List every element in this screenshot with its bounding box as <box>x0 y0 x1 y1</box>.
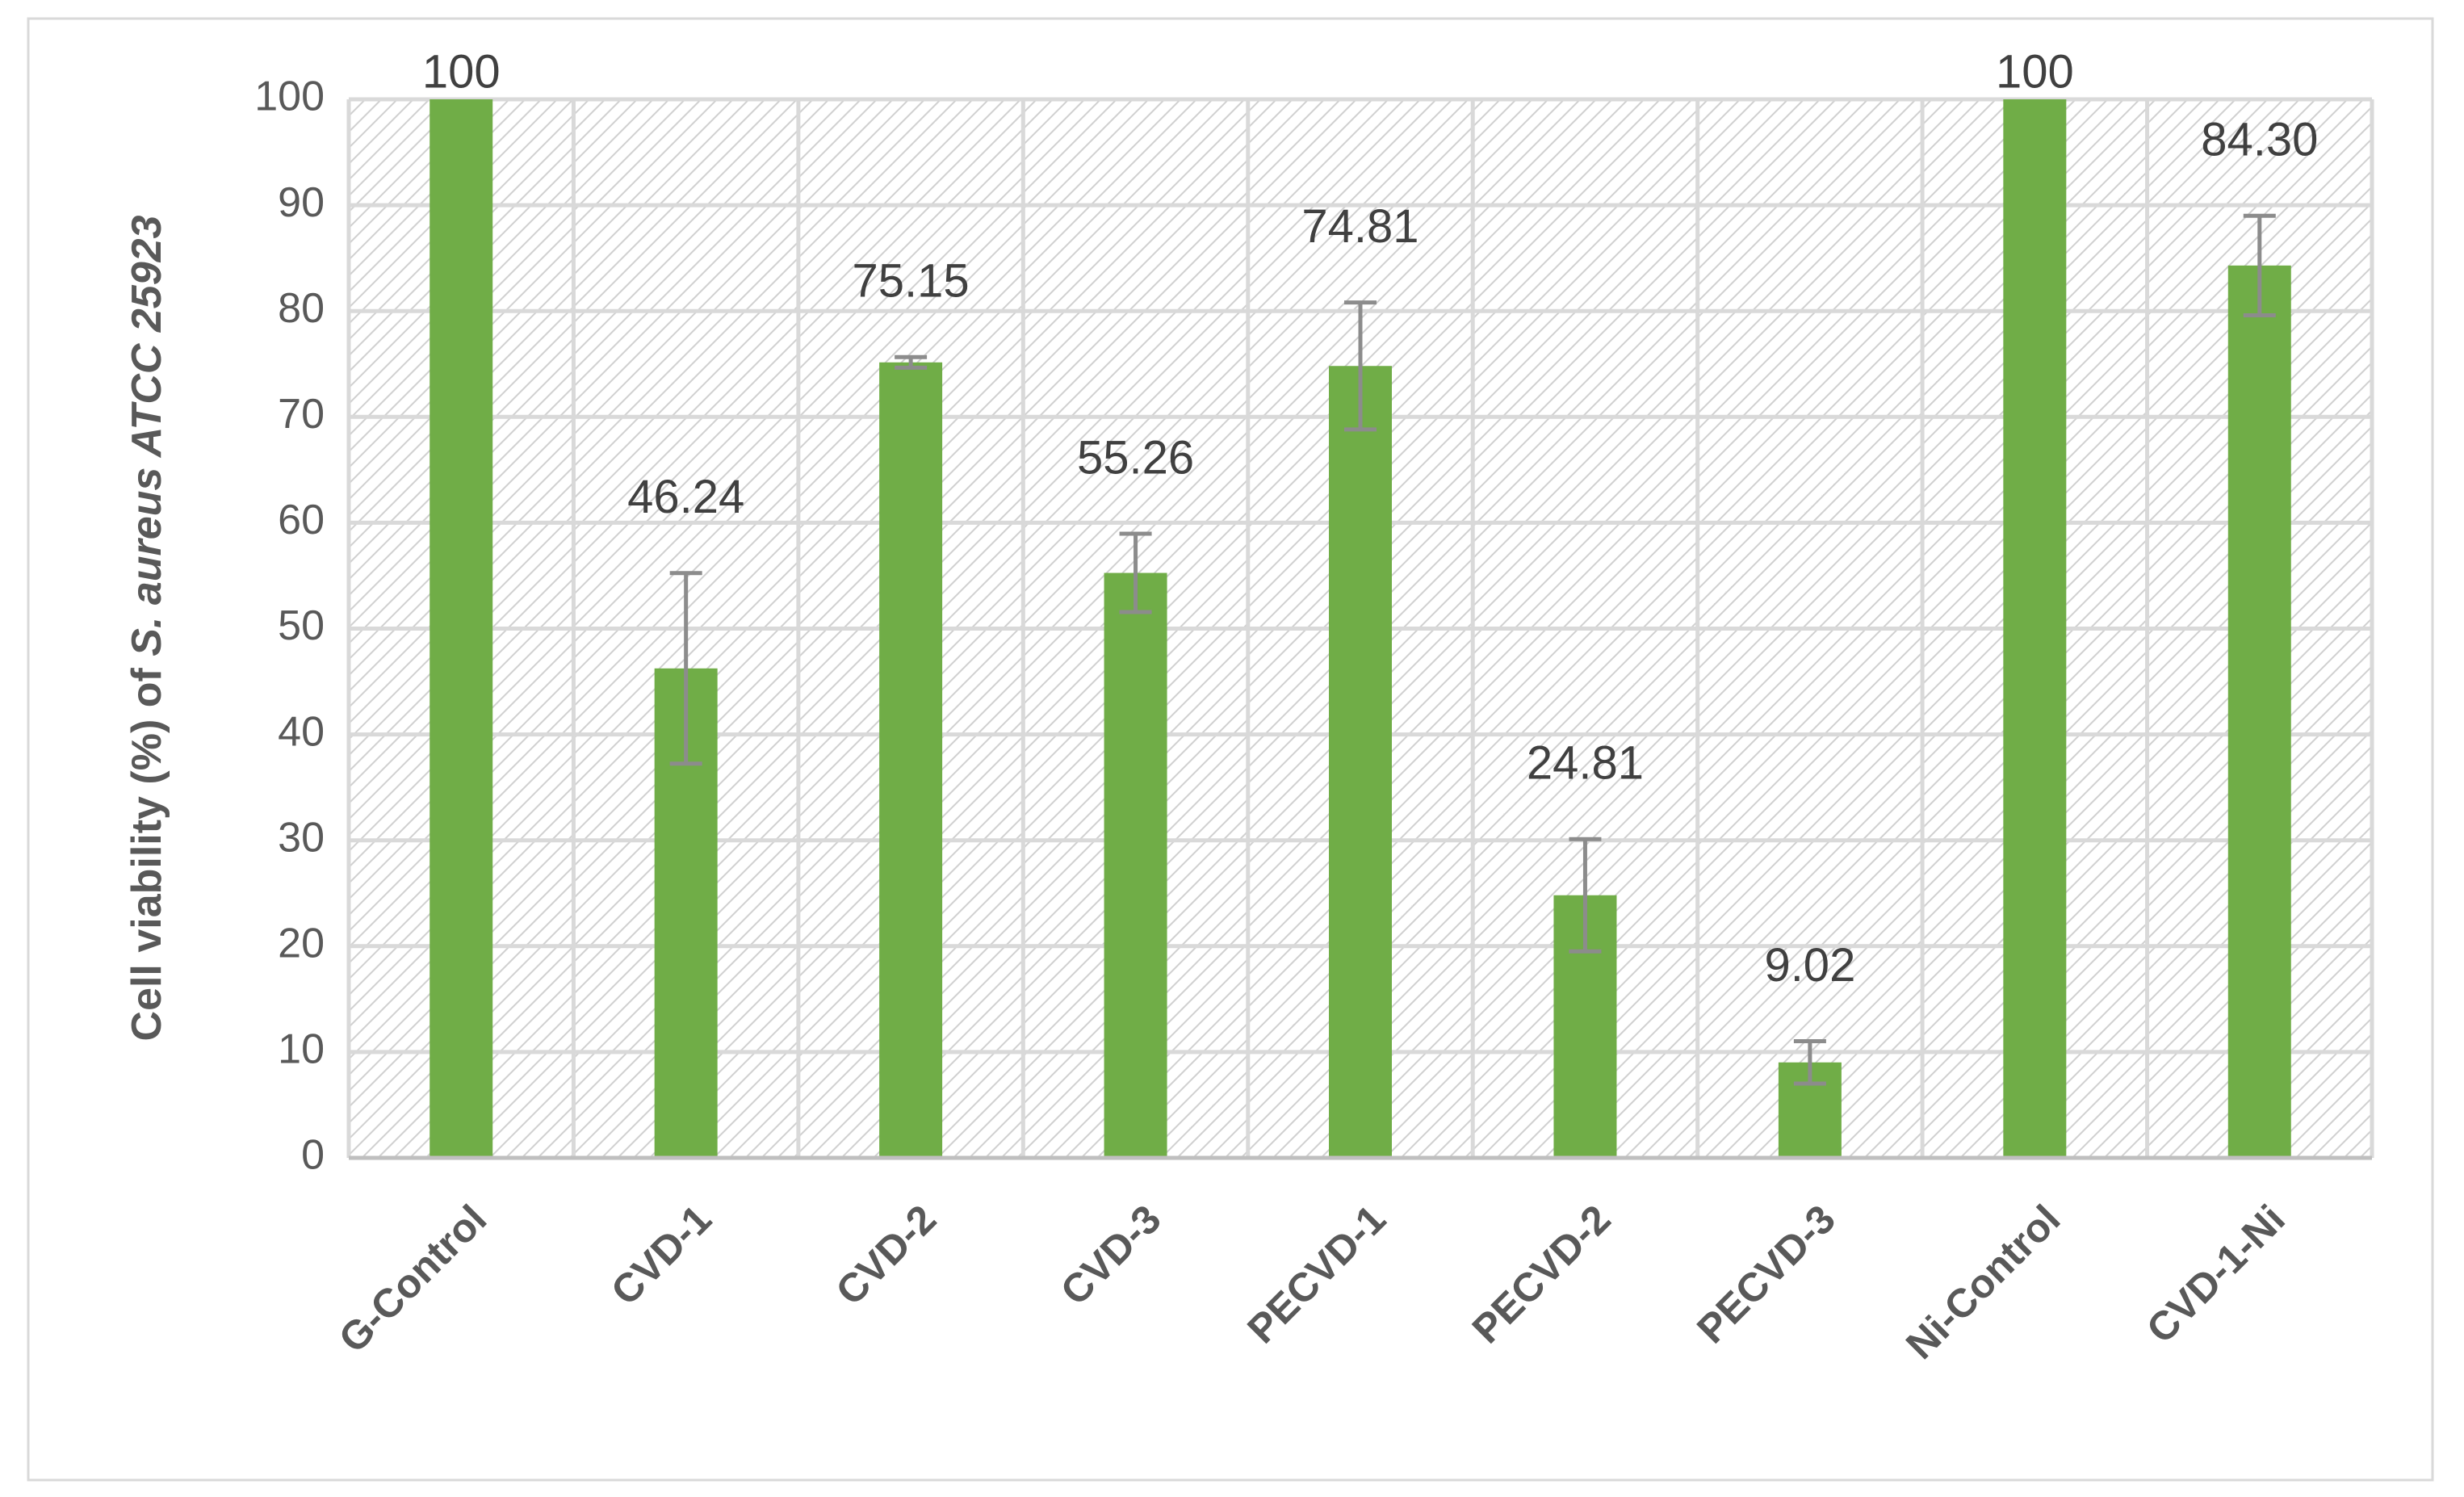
x-tick-label: Ni-Control <box>1897 1197 2068 1368</box>
bar <box>1104 572 1167 1158</box>
x-tick-label: PECVD-3 <box>1688 1197 1844 1352</box>
y-label-part: Cell viability (%) of <box>124 656 170 1042</box>
bar <box>2003 99 2067 1158</box>
bar <box>2227 265 2291 1158</box>
value-label: 74.81 <box>1301 200 1418 253</box>
y-tick-label: 0 <box>301 1132 325 1179</box>
bar <box>879 362 943 1158</box>
y-label-part: S. aureus ATCC 25923 <box>124 215 170 656</box>
x-tick-label: PECVD-1 <box>1238 1197 1394 1352</box>
x-tick-label: CVD-2 <box>828 1197 945 1315</box>
x-tick-label: PECVD-2 <box>1464 1197 1620 1352</box>
x-tick-label: CVD-3 <box>1052 1197 1170 1315</box>
value-label: 100 <box>1996 45 2074 98</box>
value-label: 100 <box>422 45 501 98</box>
y-tick-label: 20 <box>278 920 325 967</box>
y-tick-label: 10 <box>278 1026 325 1073</box>
y-tick-label: 50 <box>278 602 325 649</box>
value-label: 9.02 <box>1764 939 1855 992</box>
y-tick-label: 30 <box>278 814 325 861</box>
y-tick-label: 40 <box>278 708 325 755</box>
y-tick-label: 80 <box>278 285 325 332</box>
bar <box>430 99 493 1158</box>
value-label: 46.24 <box>627 471 744 523</box>
x-tick-label: CVD-1-Ni <box>2138 1197 2294 1352</box>
x-tick-label: G-Control <box>330 1197 496 1362</box>
y-tick-label: 60 <box>278 497 325 543</box>
y-tick-label: 90 <box>278 179 325 226</box>
value-label: 55.26 <box>1077 431 1194 484</box>
chart-frame <box>27 17 2434 1482</box>
x-tick-label: CVD-1 <box>602 1197 720 1315</box>
value-label: 75.15 <box>853 255 970 308</box>
value-label: 24.81 <box>1527 737 1644 790</box>
value-label: 84.30 <box>2201 114 2318 166</box>
bar <box>1329 366 1392 1158</box>
y-axis-label: Cell viability (%) of S. aureus ATCC 259… <box>124 215 170 1041</box>
y-tick-label: 70 <box>278 391 325 438</box>
y-tick-label: 100 <box>254 73 325 120</box>
